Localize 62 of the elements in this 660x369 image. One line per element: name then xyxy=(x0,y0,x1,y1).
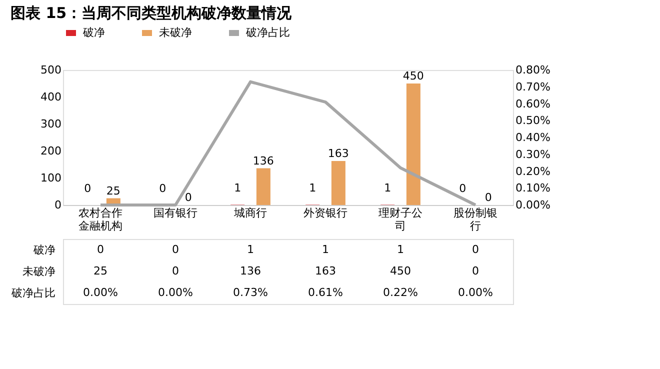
bar xyxy=(406,84,420,205)
text: 0 xyxy=(459,182,466,195)
y-tick-label: 200 xyxy=(40,144,62,158)
text: 1 xyxy=(234,182,242,195)
legend-label: 破净 xyxy=(82,26,105,39)
line-series xyxy=(99,80,477,206)
y2-tick-label: 0.00% xyxy=(516,198,550,212)
data-label: 0 xyxy=(172,264,179,278)
text: 1 xyxy=(309,182,316,195)
text: 136 xyxy=(252,154,274,168)
y-tick-label: 500 xyxy=(40,64,62,76)
chart-title: 图表 15：当周不同类型机构破净数量情况 xyxy=(10,4,293,22)
data-label: 1 xyxy=(247,242,254,256)
data-label: 136 xyxy=(240,264,261,278)
bar xyxy=(256,168,270,205)
y2-tick-label: 0.80% xyxy=(516,64,550,76)
text: 破净占比 xyxy=(12,286,56,300)
data-label: 0.00% xyxy=(458,286,493,300)
x-tick-label: 城商行 xyxy=(233,206,267,220)
x-tick-label: 理财子公司 xyxy=(378,206,422,232)
y2-tick-label: 0.70% xyxy=(516,80,550,94)
data-label: 0 xyxy=(172,242,179,256)
y-tick-label: 100 xyxy=(40,172,62,184)
data-label: 0 xyxy=(472,264,479,278)
x-tick-label: 外资银行 xyxy=(304,206,348,220)
text: 0 xyxy=(184,191,192,204)
legend-label: 破净占比 xyxy=(245,26,290,39)
y-tick-label: 400 xyxy=(40,90,62,104)
text: 1 xyxy=(384,182,392,195)
data-label: 163 xyxy=(315,264,336,278)
y2-tick-label: 0.40% xyxy=(516,131,550,144)
x-tick-label: 股份制银行 xyxy=(454,206,498,232)
data-label: 0.73% xyxy=(233,286,268,300)
legend-label: 未破净 xyxy=(159,26,192,39)
x-tick-label: 农村合作金融机构 xyxy=(78,206,122,232)
text: 0 xyxy=(159,182,166,195)
data-label: 1 xyxy=(397,242,404,256)
x-tick-label: 国有银行 xyxy=(154,206,198,220)
y2-tick-label: 0.30% xyxy=(516,148,550,161)
text: 25 xyxy=(106,184,120,198)
data-label: 0.22% xyxy=(383,286,418,300)
data-label: 25 xyxy=(94,264,108,278)
y2-tick-label: 0.20% xyxy=(516,164,550,178)
data-label: 0.00% xyxy=(158,286,193,300)
y-tick-label: 300 xyxy=(40,118,62,130)
data-label: 0.00% xyxy=(83,286,118,300)
y2-tick-label: 0.60% xyxy=(516,97,550,110)
data-label: 1 xyxy=(322,242,329,256)
data-label: 450 xyxy=(390,264,411,278)
text: 未破净 xyxy=(22,265,56,278)
text: 0 xyxy=(484,191,492,204)
data-label: 0.61% xyxy=(308,286,343,300)
text: 163 xyxy=(328,146,349,160)
y2-tick-label: 0.10% xyxy=(516,182,550,195)
data-label: 0 xyxy=(97,242,104,256)
text: 破净 xyxy=(34,243,56,256)
data-label: 0 xyxy=(472,242,479,256)
y-tick-label: 0 xyxy=(54,198,62,212)
text: 450 xyxy=(402,70,424,82)
bar xyxy=(331,160,346,205)
text: 0 xyxy=(84,182,92,195)
y2-tick-label: 0.50% xyxy=(516,114,550,128)
